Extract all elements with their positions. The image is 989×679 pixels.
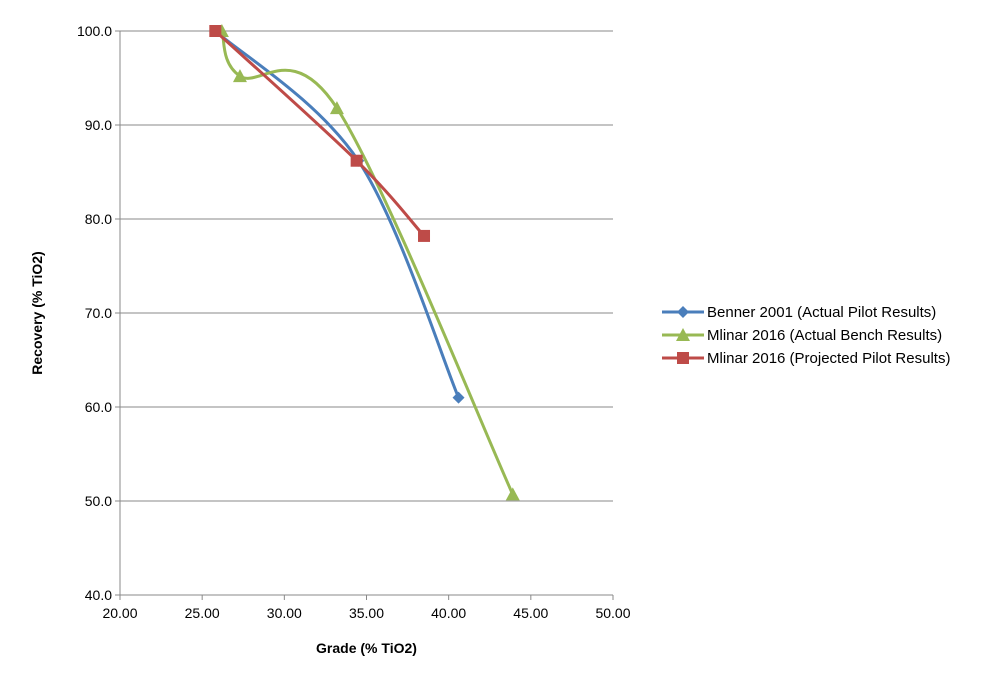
series-line (220, 30, 515, 496)
legend-item-3: Mlinar 2016 (Projected Pilot Results) (662, 350, 950, 367)
legend-item-2: Mlinar 2016 (Actual Bench Results) (662, 327, 942, 344)
x-tick-label: 25.00 (185, 605, 220, 621)
y-tick-label: 40.0 (85, 587, 112, 603)
tick-labels: 40.0 50.0 60.0 70.0 80.0 90.0 100.0 20.00 25.00 3… (77, 23, 631, 621)
legend-label: Mlinar 2016 (Projected Pilot Results) (707, 350, 950, 367)
data-point (329, 101, 344, 115)
series-1 (209, 25, 465, 404)
x-tick-label: 50.00 (595, 605, 630, 621)
x-tick-label: 20.00 (102, 605, 137, 621)
axes (115, 30, 614, 600)
data-point (232, 69, 247, 83)
y-axis-title: Recovery (% TiO2) (29, 251, 45, 374)
x-tick-label: 30.00 (267, 605, 302, 621)
y-tick-label: 60.0 (85, 399, 112, 415)
y-tick-label: 100.0 (77, 23, 112, 39)
chart-frame: 40.0 50.0 60.0 70.0 80.0 90.0 100.0 20.00 25.00 3… (10, 0, 989, 674)
legend-label: Mlinar 2016 (Actual Bench Results) (707, 327, 942, 344)
data-point (350, 154, 363, 167)
legend-marker (677, 306, 689, 318)
legend-item-1: Benner 2001 (Actual Pilot Results) (662, 304, 936, 321)
gridlines (120, 30, 613, 596)
series-2 (214, 24, 520, 501)
legend-label: Benner 2001 (Actual Pilot Results) (707, 304, 936, 321)
series-3 (209, 25, 431, 242)
y-tick-label: 70.0 (85, 305, 112, 321)
x-tick-label: 35.00 (349, 605, 384, 621)
series-line (214, 29, 460, 399)
data-point (452, 391, 465, 404)
x-axis-title: Grade (% TiO2) (316, 640, 417, 656)
data-point (418, 229, 431, 242)
legend: Benner 2001 (Actual Pilot Results) Mlinar… (662, 304, 950, 367)
x-tick-label: 40.00 (431, 605, 466, 621)
series-line (214, 29, 426, 237)
legend-marker (676, 328, 690, 341)
y-tick-label: 90.0 (85, 117, 112, 133)
legend-marker (677, 352, 689, 364)
y-tick-label: 80.0 (85, 211, 112, 227)
line-chart: 40.0 50.0 60.0 70.0 80.0 90.0 100.0 20.00 25.00 3… (29, 23, 950, 656)
y-tick-label: 50.0 (85, 493, 112, 509)
series-layer (209, 24, 520, 501)
data-point (505, 487, 520, 501)
x-tick-label: 45.00 (513, 605, 548, 621)
data-point (209, 25, 222, 37)
